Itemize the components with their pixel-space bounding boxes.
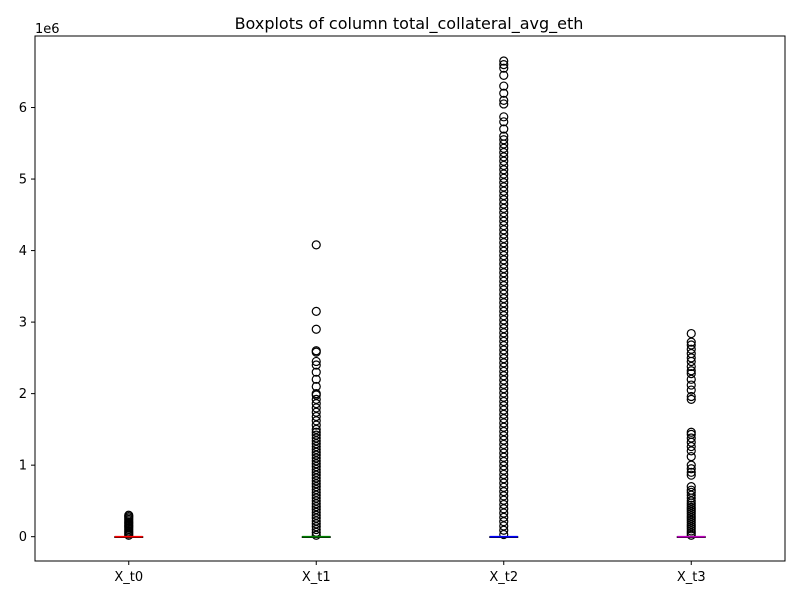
outlier-point xyxy=(499,131,509,141)
x-tick-label: X_t2 xyxy=(489,570,518,585)
plot-frame xyxy=(34,35,786,562)
outlier-point xyxy=(686,394,696,404)
outlier-point xyxy=(686,328,696,339)
x-tick-label: X_t1 xyxy=(302,570,331,585)
outlier-point xyxy=(686,427,696,437)
outlier-point xyxy=(311,374,321,384)
outlier-point xyxy=(686,464,696,474)
y-tick-label: 2 xyxy=(19,387,27,402)
outlier-point xyxy=(311,381,321,392)
outlier-point xyxy=(499,99,509,109)
outlier-point xyxy=(686,385,696,395)
y-axis: 0 1 2 3 4 5 6 xyxy=(19,101,35,545)
outlier-point xyxy=(124,510,134,520)
boxplot-X_t3 xyxy=(676,328,706,540)
outlier-point xyxy=(499,88,509,98)
outlier-point xyxy=(499,63,509,73)
y-tick-label: 1 xyxy=(19,459,27,474)
outlier-point xyxy=(499,60,509,70)
outlier-point xyxy=(499,112,509,122)
outlier-point xyxy=(311,389,321,399)
outlier-point xyxy=(499,95,509,105)
outlier-point xyxy=(686,380,696,390)
outlier-point xyxy=(311,240,321,250)
outlier-point xyxy=(499,135,509,145)
y-offset-label: 1e6 xyxy=(35,22,60,37)
outlier-point xyxy=(686,369,696,379)
outlier-point xyxy=(499,117,509,127)
outlier-point xyxy=(311,356,321,367)
outlier-point xyxy=(686,433,696,443)
outlier-point xyxy=(311,360,321,370)
boxplot-X_t0 xyxy=(114,510,144,540)
y-tick-label: 0 xyxy=(19,530,27,545)
outlier-point xyxy=(499,56,509,66)
outlier-point xyxy=(499,81,509,91)
y-tick-label: 3 xyxy=(19,316,27,331)
outlier-point xyxy=(499,124,509,134)
y-tick-label: 6 xyxy=(19,101,27,116)
x-axis: X_t0 X_t1 X_t2 X_t3 xyxy=(114,561,706,585)
outlier-point xyxy=(499,70,509,80)
boxplot-X_t1 xyxy=(301,240,331,540)
outlier-point xyxy=(311,346,321,356)
outlier-point xyxy=(686,451,696,462)
outlier-point xyxy=(311,324,321,334)
outlier-point xyxy=(686,391,696,402)
plot-content xyxy=(114,56,706,540)
outlier-point xyxy=(311,367,321,377)
boxplot-X_t2 xyxy=(489,56,519,540)
x-tick-label: X_t0 xyxy=(114,570,143,585)
outlier-point xyxy=(686,467,696,477)
chart-title: Boxplots of column total_collateral_avg_… xyxy=(235,14,584,34)
outlier-point xyxy=(311,394,321,404)
outlier-point xyxy=(311,306,321,316)
outlier-point xyxy=(311,427,321,437)
outlier-point xyxy=(686,340,696,350)
outlier-point xyxy=(686,482,696,492)
outlier-point xyxy=(686,485,696,495)
outlier-point xyxy=(311,430,321,440)
outlier-point xyxy=(686,470,696,480)
outlier-point xyxy=(686,344,696,354)
x-tick-label: X_t3 xyxy=(677,570,706,585)
y-tick-label: 5 xyxy=(19,173,27,188)
outlier-point xyxy=(686,366,696,376)
y-tick-label: 4 xyxy=(19,244,27,259)
